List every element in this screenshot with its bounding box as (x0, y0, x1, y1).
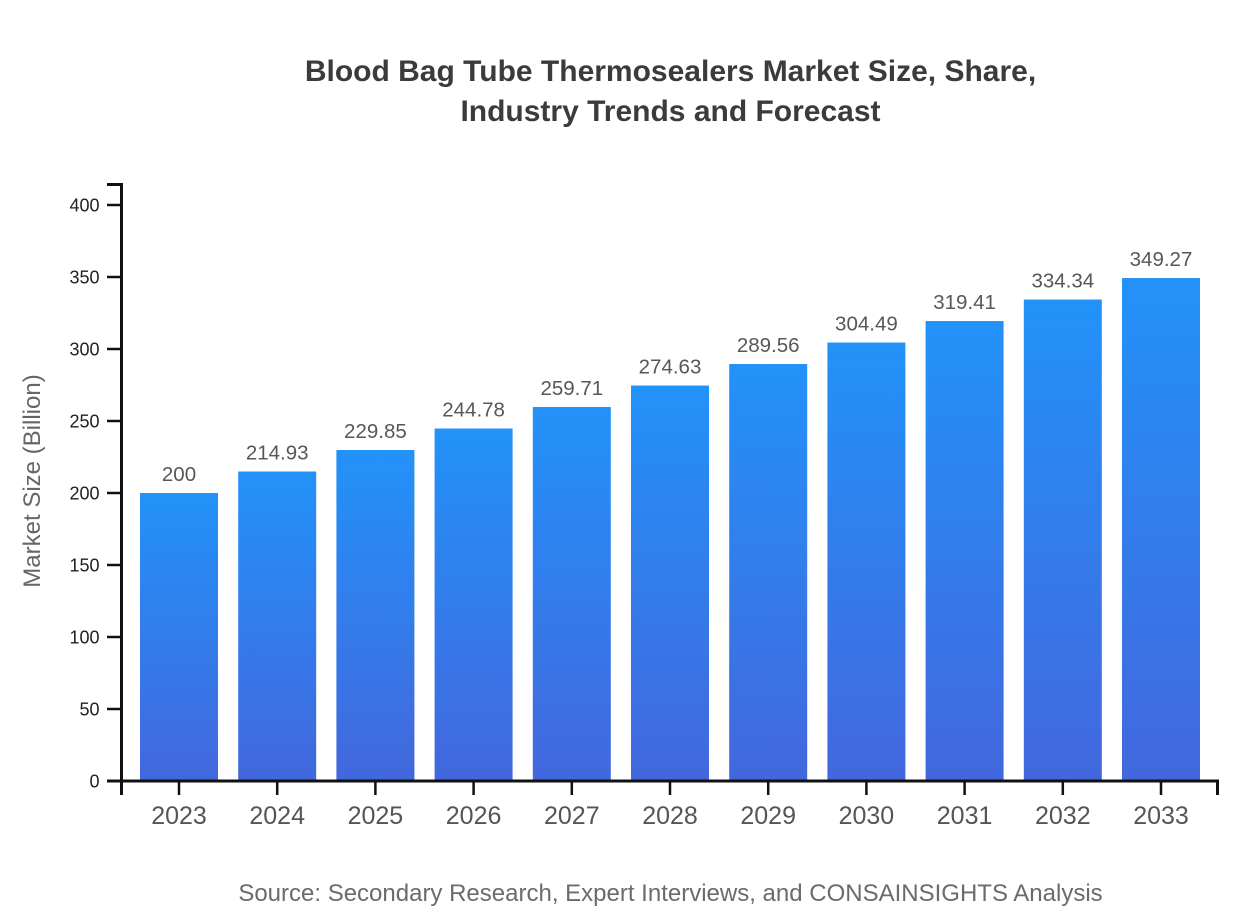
bar-value-label: 319.41 (933, 291, 996, 314)
bar (336, 450, 415, 781)
chart-title-line1: Blood Bag Tube Thermosealers Market Size… (305, 55, 1036, 88)
x-axis-tick-label: 2025 (348, 802, 404, 830)
y-axis-tick-label: 100 (69, 628, 99, 648)
x-axis-tick-label: 2027 (544, 802, 600, 830)
y-axis-tick-label: 400 (69, 196, 99, 216)
bar-value-label: 229.85 (344, 420, 407, 443)
bar (631, 385, 709, 781)
y-axis-label: Market Size (Billion) (19, 374, 46, 587)
chart-title-line2: Industry Trends and Forecast (460, 95, 880, 128)
y-axis-tick-label: 150 (69, 556, 99, 576)
bar-value-label: 304.49 (835, 313, 898, 336)
x-axis-tick-label: 2024 (249, 802, 305, 830)
x-axis-tick-label: 2029 (740, 802, 796, 830)
y-axis-tick-label: 50 (79, 700, 99, 720)
bar (925, 321, 1004, 781)
y-axis-tick-label: 0 (89, 772, 99, 792)
x-axis-tick-label: 2023 (151, 802, 207, 830)
x-axis-tick-label: 2026 (446, 802, 502, 830)
bar (827, 342, 906, 781)
x-axis-tick-label: 2032 (1035, 802, 1091, 830)
bar (140, 493, 218, 781)
bar-value-label: 349.27 (1130, 248, 1193, 271)
x-axis-tick-label: 2030 (839, 802, 895, 830)
y-axis-tick-label: 350 (69, 268, 99, 288)
y-axis-tick-label: 300 (69, 340, 99, 360)
x-axis-tick-label: 2033 (1133, 802, 1189, 830)
plot-area: 0 50 100 150 200 250 300 350 400 200 2023 214.93 202… (69, 183, 1219, 830)
bar-value-label: 214.93 (246, 442, 309, 465)
bar (729, 364, 808, 781)
bar (532, 407, 611, 781)
x-axis-tick-label: 2028 (642, 802, 698, 830)
bar-value-label: 289.56 (737, 334, 800, 357)
bar (1122, 278, 1200, 781)
y-axis-tick-label: 250 (69, 412, 99, 432)
bar (238, 471, 317, 781)
bar-value-label: 334.34 (1031, 270, 1094, 293)
x-axis-tick-label: 2031 (937, 802, 993, 830)
bar (434, 428, 513, 781)
bar-value-label: 200 (162, 463, 196, 486)
bar-value-label: 244.78 (442, 399, 505, 422)
y-axis-tick-label: 200 (69, 484, 99, 504)
bar (1023, 299, 1102, 781)
bar-value-label: 274.63 (639, 356, 702, 379)
bar-value-label: 259.71 (540, 377, 603, 400)
source-note: Source: Secondary Research, Expert Inter… (238, 880, 1102, 907)
